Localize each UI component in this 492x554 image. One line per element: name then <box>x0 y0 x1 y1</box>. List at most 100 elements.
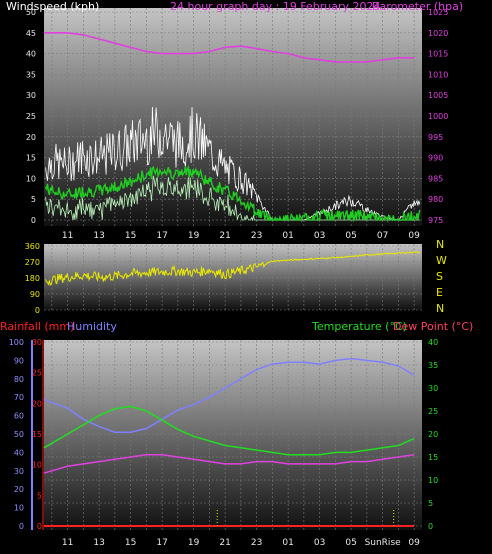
x-tick-label: 11 <box>62 231 73 241</box>
x-tick-label: 01 <box>282 231 293 241</box>
compass-label: E <box>436 286 443 299</box>
direction-tick-label: 180 <box>25 274 40 283</box>
x-tick-label: 17 <box>156 538 167 548</box>
barometer-tick-label: 1000 <box>428 112 448 121</box>
x-tick-label: 01 <box>282 538 293 548</box>
windspeed-tick-label: 5 <box>31 195 36 204</box>
x-tick-label: 05 <box>345 231 356 241</box>
x-tick-label: 03 <box>314 538 325 548</box>
windspeed-tick-label: 20 <box>26 133 36 142</box>
windspeed-tick-label: 40 <box>26 50 36 59</box>
temperature-tick-label: 5 <box>428 499 433 508</box>
windspeed-tick-label: 15 <box>26 154 36 163</box>
x-tick-label: SunRise <box>365 538 402 548</box>
x-tick-label: 09 <box>408 538 420 548</box>
rainfall-axis-label: Rainfall (mm) <box>0 320 74 333</box>
rainfall-tick-label: 25 <box>32 369 42 378</box>
windspeed-tick-label: 35 <box>26 70 36 79</box>
x-tick-label: 13 <box>93 538 104 548</box>
windspeed-tick-label: 0 <box>31 216 36 225</box>
barometer-tick-label: 975 <box>428 216 443 225</box>
humidity-tick-label: 30 <box>14 467 24 476</box>
barometer-tick-label: 1020 <box>428 29 448 38</box>
humidity-tick-label: 0 <box>19 522 24 531</box>
temperature-series-line <box>43 405 415 456</box>
barometer-tick-label: 985 <box>428 174 443 183</box>
rainfall-tick-label: 20 <box>32 399 42 408</box>
humidity-tick-label: 90 <box>14 356 24 365</box>
rainfall-tick-label: 15 <box>32 430 42 439</box>
gust-series-line <box>45 106 421 221</box>
temperature-tick-label: 15 <box>428 453 438 462</box>
x-tick-label: 05 <box>345 538 356 548</box>
humidity-series-line <box>43 357 415 433</box>
direction-tick-label: 270 <box>25 258 40 267</box>
x-tick-label: 13 <box>93 231 104 241</box>
barometer-tick-label: 980 <box>428 195 443 204</box>
barometer-series-line <box>44 31 415 63</box>
humidity-tick-label: 50 <box>14 430 24 439</box>
wind-barometer-panel: Windspeed (kph) 24 hour graph day : 19 F… <box>6 0 463 241</box>
compass-label: N <box>436 238 444 251</box>
rainfall-tick-label: 0 <box>37 522 42 531</box>
graph-title: 24 hour graph day : 19 February 2024 <box>170 0 381 13</box>
barometer-tick-label: 1015 <box>428 50 448 59</box>
x-tick-label: 21 <box>219 538 230 548</box>
temperature-humidity-panel: Rainfall (mm) Humidity Temperature (°C) … <box>0 320 473 548</box>
dewpoint-series-line <box>43 453 415 474</box>
barometer-tick-label: 995 <box>428 133 443 142</box>
barometer-axis-label: Barometer (hpa) <box>372 0 463 13</box>
humidity-tick-label: 70 <box>14 393 24 402</box>
temperature-tick-label: 0 <box>428 522 433 531</box>
temperature-tick-label: 20 <box>428 430 438 439</box>
direction-plot-background <box>44 244 422 310</box>
barometer-tick-label: 1010 <box>428 70 448 79</box>
barometer-tick-label: 1005 <box>428 91 448 100</box>
humidity-tick-label: 60 <box>14 412 24 421</box>
x-tick-label: 19 <box>188 538 200 548</box>
temperature-tick-label: 30 <box>428 384 438 393</box>
humidity-tick-label: 10 <box>14 504 24 513</box>
humidity-axis-label: Humidity <box>67 320 117 333</box>
humidity-tick-label: 40 <box>14 448 24 457</box>
x-tick-label: 23 <box>251 231 262 241</box>
x-tick-label: 15 <box>125 538 136 548</box>
compass-label: S <box>436 270 443 283</box>
temperature-tick-label: 10 <box>428 476 438 485</box>
x-tick-label: 03 <box>314 231 325 241</box>
barometer-tick-label: 1025 <box>428 8 448 17</box>
x-tick-label: 23 <box>251 538 262 548</box>
wind-direction-series-line <box>45 251 420 286</box>
windspeed-tick-label: 10 <box>26 174 36 183</box>
windspeed-tick-label: 45 <box>26 29 36 38</box>
x-tick-label: 17 <box>156 231 167 241</box>
windspeed-axis-label: Windspeed (kph) <box>6 0 99 13</box>
windspeed-tick-label: 30 <box>26 91 36 100</box>
temperature-tick-label: 35 <box>428 361 438 370</box>
rainfall-tick-label: 5 <box>37 491 42 500</box>
compass-label: N <box>436 302 444 315</box>
temperature-axis-label: Temperature (°C) <box>311 320 407 333</box>
x-tick-label: 07 <box>377 231 388 241</box>
humidity-tick-label: 100 <box>9 338 24 347</box>
humidity-tick-label: 20 <box>14 485 24 494</box>
humidity-tick-label: 80 <box>14 375 24 384</box>
windspeed-tick-label: 50 <box>26 8 36 17</box>
windspeed-tick-label: 25 <box>26 112 36 121</box>
rainfall-tick-label: 30 <box>32 338 42 347</box>
average-wind-series-line <box>44 164 421 223</box>
barometer-tick-label: 990 <box>428 154 443 163</box>
direction-tick-label: 360 <box>25 242 40 251</box>
x-tick-label: 11 <box>62 538 73 548</box>
temperature-tick-label: 25 <box>428 407 438 416</box>
x-tick-label: 19 <box>188 231 200 241</box>
direction-tick-label: 90 <box>30 290 40 299</box>
x-tick-label: 09 <box>408 231 420 241</box>
rainfall-tick-label: 10 <box>32 461 42 470</box>
dewpoint-axis-label: Dew Point (°C) <box>393 320 473 333</box>
lull-series-line <box>45 175 420 222</box>
direction-tick-label: 0 <box>35 306 40 315</box>
compass-label: W <box>436 254 447 267</box>
